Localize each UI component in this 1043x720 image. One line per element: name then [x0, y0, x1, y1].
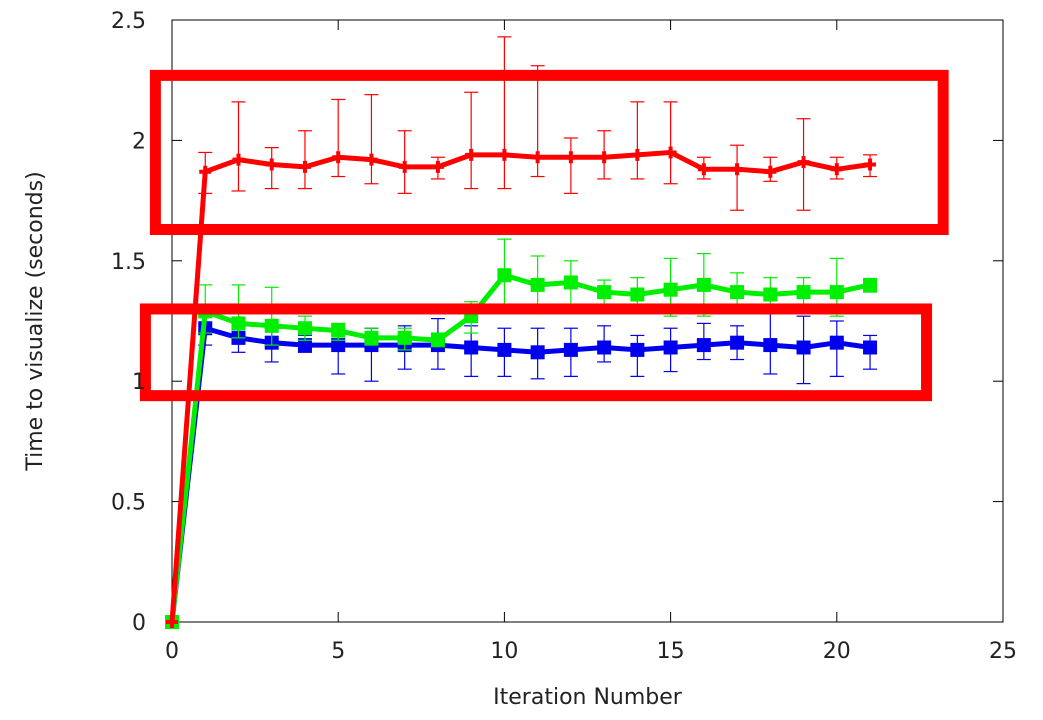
data-point: [697, 163, 710, 176]
y-tick-label: 2: [132, 129, 146, 154]
data-point: [631, 148, 644, 161]
y-tick-label: 2.5: [111, 9, 146, 34]
plot-border: [171, 19, 1004, 623]
data-point: [763, 338, 778, 353]
data-point: [764, 165, 777, 178]
data-point: [731, 163, 744, 176]
y-tick-label: 0.5: [111, 491, 146, 516]
data-point: [297, 321, 312, 336]
data-point: [564, 151, 577, 164]
data-point: [630, 342, 645, 357]
data-point: [563, 275, 578, 290]
data-point: [597, 340, 612, 355]
data-point: [830, 163, 843, 176]
data-point: [797, 156, 810, 169]
data-point: [232, 153, 245, 166]
data-point: [166, 616, 178, 628]
data-point: [696, 338, 711, 353]
y-tick-label: 1: [132, 370, 146, 395]
x-tick-label: 25: [989, 639, 1017, 664]
data-point: [298, 160, 311, 173]
annotation-layer: [139, 69, 949, 402]
series-line: [169, 325, 871, 623]
data-point: [364, 330, 379, 345]
data-point: [530, 277, 545, 292]
data-point: [430, 333, 445, 348]
data-point: [563, 342, 578, 357]
data-point: [397, 330, 412, 345]
series-group: [166, 36, 878, 628]
data-point: [663, 340, 678, 355]
x-tick-label: 15: [657, 639, 685, 664]
series-group: [165, 313, 878, 629]
data-point: [531, 151, 544, 164]
data-point: [497, 268, 512, 283]
data-point: [331, 323, 346, 338]
highlight-box: [149, 69, 949, 235]
series-line: [169, 149, 871, 623]
data-point: [231, 316, 246, 331]
data-point: [829, 335, 844, 350]
data-point: [332, 151, 345, 164]
y-tick-label: 0: [132, 611, 146, 636]
series-layer: [165, 36, 878, 629]
data-point: [664, 146, 677, 159]
x-tick-label: 5: [331, 639, 345, 664]
data-point: [530, 345, 545, 360]
data-point: [696, 277, 711, 292]
data-point: [763, 287, 778, 302]
series-line: [169, 272, 871, 623]
x-axis-title: Iteration Number: [493, 685, 683, 710]
data-point: [431, 160, 444, 173]
x-tick-label: 20: [823, 639, 851, 664]
data-point: [398, 160, 411, 173]
data-point: [796, 285, 811, 300]
data-point: [730, 285, 745, 300]
tick-label-layer: 0 5 10 15 20 25 0 0.5 1 1.5 2 2.5: [111, 9, 1017, 664]
y-axis-title: Time to visualize (seconds): [23, 171, 48, 471]
data-point: [331, 338, 346, 353]
data-point: [264, 318, 279, 333]
x-tick-label: 0: [165, 639, 179, 664]
data-point: [265, 158, 278, 171]
data-point: [730, 335, 745, 350]
data-point: [297, 338, 312, 353]
data-point: [365, 153, 378, 166]
y-tick-label: 1.5: [111, 250, 146, 275]
data-point: [829, 285, 844, 300]
x-tick-label: 10: [490, 639, 518, 664]
data-point: [598, 151, 611, 164]
plot-frame-layer: [171, 19, 1004, 623]
highlight-box: [139, 303, 933, 402]
data-point: [497, 342, 512, 357]
data-point: [199, 165, 212, 178]
data-point: [864, 158, 877, 171]
data-point: [796, 340, 811, 355]
data-point: [464, 340, 479, 355]
series-group: [165, 238, 878, 629]
data-point: [863, 277, 878, 292]
data-point: [465, 148, 478, 161]
data-point: [663, 282, 678, 297]
data-point: [498, 148, 511, 161]
data-point: [630, 287, 645, 302]
data-point: [863, 340, 878, 355]
data-point: [597, 285, 612, 300]
